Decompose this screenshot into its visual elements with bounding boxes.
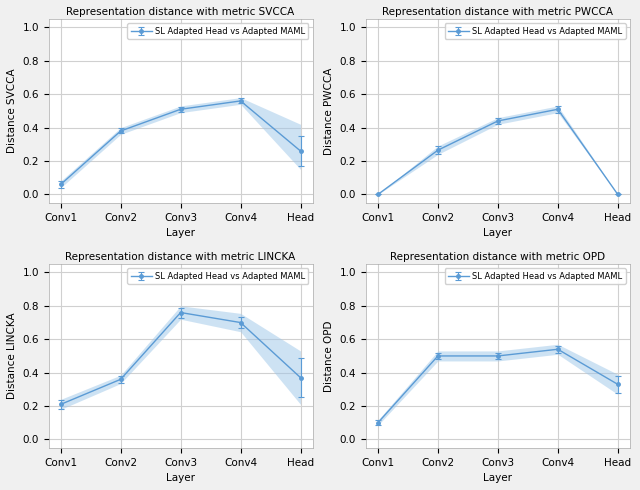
Legend: SL Adapted Head vs Adapted MAML: SL Adapted Head vs Adapted MAML [127, 24, 308, 39]
Legend: SL Adapted Head vs Adapted MAML: SL Adapted Head vs Adapted MAML [127, 269, 308, 284]
X-axis label: Layer: Layer [166, 473, 195, 483]
Y-axis label: Distance OPD: Distance OPD [324, 320, 334, 392]
X-axis label: Layer: Layer [483, 473, 513, 483]
Title: Representation distance with metric OPD: Representation distance with metric OPD [390, 252, 605, 262]
Title: Representation distance with metric LINCKA: Representation distance with metric LINC… [65, 252, 296, 262]
X-axis label: Layer: Layer [483, 228, 513, 238]
Y-axis label: Distance SVCCA: Distance SVCCA [7, 69, 17, 153]
Title: Representation distance with metric SVCCA: Representation distance with metric SVCC… [67, 7, 295, 17]
Legend: SL Adapted Head vs Adapted MAML: SL Adapted Head vs Adapted MAML [445, 24, 625, 39]
Legend: SL Adapted Head vs Adapted MAML: SL Adapted Head vs Adapted MAML [445, 269, 625, 284]
Y-axis label: Distance PWCCA: Distance PWCCA [324, 67, 334, 155]
Y-axis label: Distance LINCKA: Distance LINCKA [7, 313, 17, 399]
X-axis label: Layer: Layer [166, 228, 195, 238]
Title: Representation distance with metric PWCCA: Representation distance with metric PWCC… [382, 7, 613, 17]
